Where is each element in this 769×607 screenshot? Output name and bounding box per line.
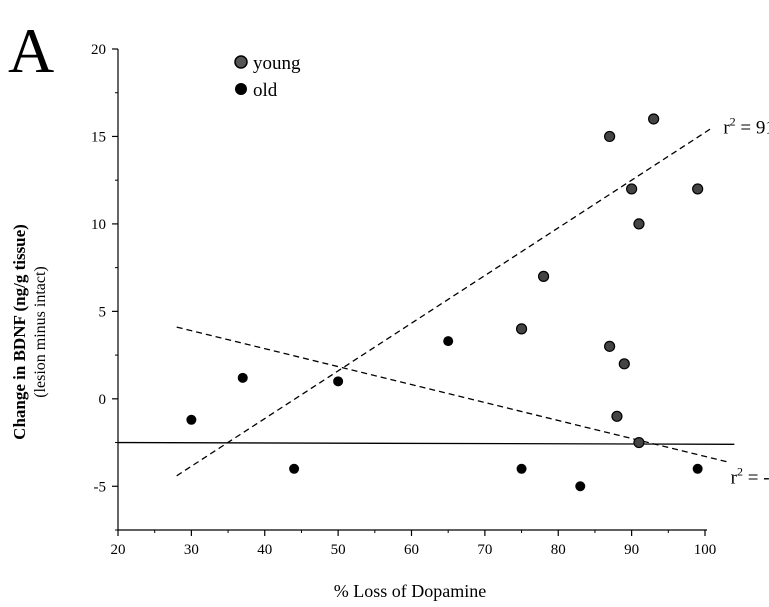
x-tick-label: 30 [184, 542, 199, 558]
data-point-young [604, 340, 616, 352]
y-ticks: -5 0 5 10 15 20 [91, 42, 118, 531]
y-tick-label: 15 [91, 129, 106, 145]
x-tick-label: 100 [694, 542, 717, 558]
data-point-young [626, 183, 638, 195]
data-points [186, 113, 704, 492]
x-tick-label: 90 [624, 542, 639, 558]
regression-line-dashed [176, 127, 713, 477]
y-tick-label: 20 [91, 42, 106, 58]
data-point-old [186, 414, 197, 425]
y-tick-label: -5 [94, 479, 107, 495]
x-tick-label: 70 [477, 542, 492, 558]
annotations: r2 = 91 r2 = -39 [723, 115, 769, 489]
data-point-old [333, 376, 344, 387]
data-point-young [611, 410, 623, 422]
legend: young old [234, 53, 301, 101]
data-point-young [692, 183, 704, 195]
data-point-young [633, 436, 645, 449]
x-tick-label: 60 [404, 542, 419, 558]
x-tick-label: 80 [551, 542, 566, 558]
data-point-old [575, 481, 586, 492]
x-tick-label: 20 [111, 542, 126, 558]
data-point-old [443, 336, 454, 347]
data-point-young [618, 358, 630, 370]
data-point-old [692, 463, 703, 474]
y-axis-label: Change in BDNF (ng/g tissue) [10, 224, 29, 440]
panel-letter: A [8, 15, 54, 86]
x-tick-label: 40 [257, 542, 272, 558]
data-point-young [648, 113, 660, 125]
y-tick-label: 10 [91, 217, 106, 233]
data-point-old [237, 372, 248, 383]
axes: 20 30 40 50 60 70 80 90 100 -5 0 5 10 15 20 [91, 42, 716, 558]
data-point-young [515, 323, 528, 335]
y-axis-sublabel: (lesion minus intact) [32, 266, 49, 398]
data-point-old [516, 463, 527, 474]
data-point-young [633, 218, 645, 230]
data-point-young [537, 270, 550, 282]
legend-marker-young [234, 55, 248, 69]
fit-lines [117, 127, 735, 477]
r-squared-label: r2 = 91 [723, 115, 769, 139]
legend-label-young: young [253, 53, 301, 74]
legend-label-old: old [253, 80, 278, 101]
x-axis-label: % Loss of Dopamine [334, 581, 486, 601]
r-squared-label: r2 = -39 [731, 465, 769, 489]
baseline-solid [117, 441, 735, 445]
y-tick-label: 0 [99, 392, 107, 408]
data-point-old [289, 463, 300, 474]
legend-marker-old [235, 83, 247, 95]
data-point-young [604, 130, 616, 143]
x-ticks: 20 30 40 50 60 70 80 90 100 [111, 530, 717, 558]
y-tick-label: 5 [99, 304, 107, 320]
x-tick-label: 50 [331, 542, 346, 558]
